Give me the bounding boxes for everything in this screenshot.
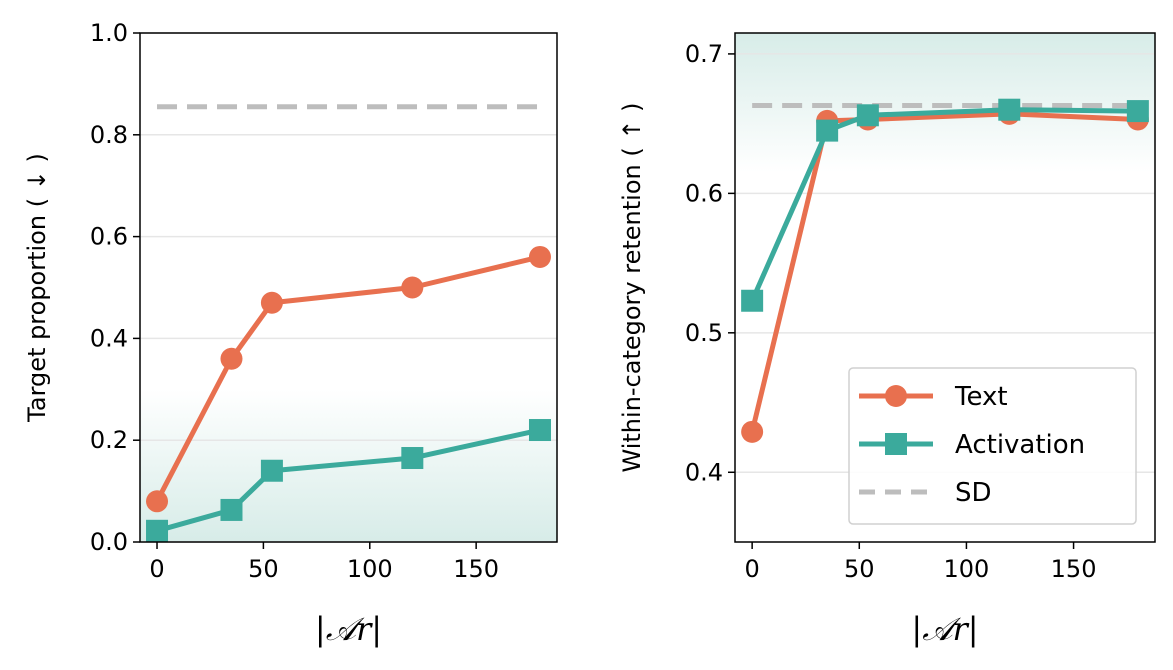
y-tick-label: 0.6: [685, 179, 723, 207]
x-tick-label: 0: [149, 555, 164, 583]
text-point: [146, 490, 169, 513]
y-tick-label: 0.8: [90, 121, 128, 149]
x-axis-label: |𝒜r|: [911, 610, 978, 648]
activation-point: [260, 459, 283, 482]
activation-point: [401, 447, 424, 470]
x-tick-label: 150: [1051, 555, 1097, 583]
right-chart-panel: 0.4 0.5 0.6 0.7 0 50 100 150 |𝒜r| Within-category…: [618, 32, 1156, 648]
y-tick-label: 0.4: [90, 324, 128, 352]
left-chart-panel: 0.0 0.2 0.4 0.6 0.8 1.0 0 50 100 150 |𝒜r| Target pr…: [23, 19, 558, 648]
x-tick-label: 100: [347, 555, 393, 583]
text-point: [260, 291, 283, 314]
text-point: [741, 420, 764, 443]
legend: Text Activation SD: [848, 367, 1137, 525]
activation-point: [856, 104, 879, 127]
activation-point: [741, 289, 764, 312]
activation-point: [528, 419, 551, 442]
x-tick-label: 100: [944, 555, 990, 583]
y-axis-label: Target proportion ( ↓ ): [23, 153, 51, 423]
y-tick-label: 0.4: [685, 458, 723, 486]
text-point: [401, 276, 424, 299]
x-tick-label: 150: [453, 555, 499, 583]
y-tick-label: 0.7: [685, 40, 723, 68]
legend-label-activation: Activation: [955, 430, 1085, 460]
legend-marker-activation: [885, 433, 907, 455]
legend-box: [848, 367, 1137, 525]
shaded-region: [735, 33, 1155, 173]
y-tick-label: 0.6: [90, 223, 128, 251]
legend-label-text: Text: [954, 382, 1008, 412]
y-tick-label: 0.2: [90, 426, 128, 454]
y-tick-label: 0.5: [685, 319, 723, 347]
y-tick-label: 1.0: [90, 19, 128, 47]
legend-marker-text: [885, 385, 907, 407]
activation-point: [146, 519, 169, 542]
activation-point: [816, 119, 839, 142]
activation-point: [1126, 100, 1149, 123]
text-point: [220, 347, 243, 370]
x-tick-label: 50: [248, 555, 279, 583]
activation-point: [998, 98, 1021, 121]
axes-frame: [139, 32, 558, 543]
y-axis-label: Within-category retention ( ↑ ): [618, 103, 646, 473]
activation-point: [220, 498, 243, 521]
axes-frame: [734, 32, 1156, 543]
y-tick-label: 0.0: [90, 528, 128, 556]
legend-label-sd: SD: [955, 478, 992, 508]
x-tick-label: 0: [745, 555, 760, 583]
x-tick-label: 50: [844, 555, 875, 583]
x-axis-label: |𝒜r|: [315, 610, 382, 648]
text-point: [528, 245, 551, 268]
